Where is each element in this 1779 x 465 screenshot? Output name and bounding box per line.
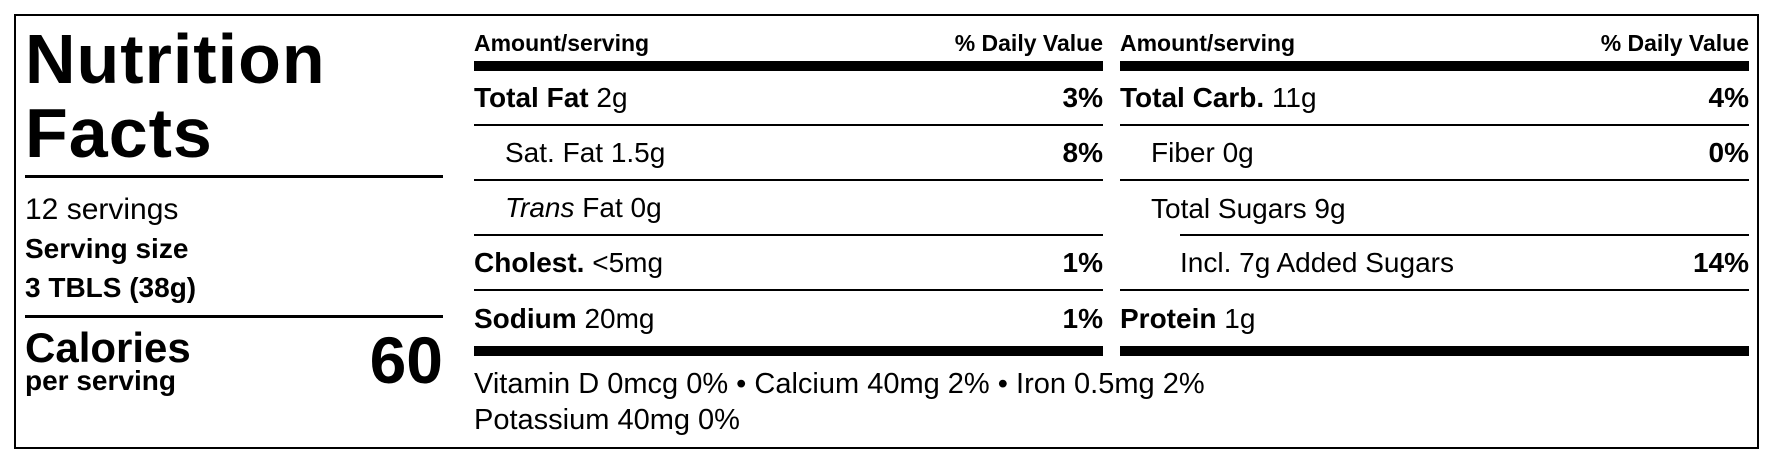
header: % Daily Value <box>1600 30 1749 56</box>
nutrient-name: Total Carb. <box>1120 81 1265 113</box>
daily-value: 14% <box>1692 246 1749 278</box>
daily-value: 3% <box>1062 81 1103 113</box>
micronutrient: Iron 0.5mg 2% <box>1016 368 1205 400</box>
amount: 9g <box>1314 192 1346 224</box>
divider <box>25 175 443 178</box>
serving-size: 3 TBLS (38g) <box>25 272 197 303</box>
thick-rule <box>474 61 1103 71</box>
nutrient-name: Fat <box>582 191 623 223</box>
nutrient-name: Cholest. <box>474 246 585 278</box>
column-header: Amount/serving % Daily Value <box>474 26 1103 61</box>
daily-value: 8% <box>1062 136 1103 168</box>
nutrient-name: Total Fat <box>474 81 589 113</box>
nutrient-row: Trans Fat 0g <box>474 181 1103 236</box>
nutrient-name: Sat. Fat <box>505 136 604 168</box>
header: Amount/serving <box>1120 30 1296 56</box>
thick-rule <box>1120 346 1749 356</box>
calories-value: 60 <box>369 323 443 397</box>
nutrient-row: Cholest. <5mg 1% <box>474 236 1103 291</box>
thick-rule <box>1120 61 1749 71</box>
nutrient-text: Incl. 7g Added Sugars <box>1180 246 1454 278</box>
amount: <5mg <box>592 246 664 278</box>
nutrient-row: Sat. Fat 1.5g 8% <box>474 126 1103 181</box>
nutrient-row: Total Carb. 11g 4% <box>1120 71 1749 126</box>
amount: 0g <box>630 191 662 223</box>
nutrient-name: Protein <box>1120 302 1217 334</box>
daily-value: 4% <box>1708 81 1749 113</box>
serving-size-label: Serving size <box>25 233 189 264</box>
column-header: Amount/serving % Daily Value <box>1120 26 1749 61</box>
calories-sublabel: per serving <box>25 365 176 396</box>
micronutrient: Potassium 40mg 0% <box>474 404 740 436</box>
footer: Vitamin D 0mcg 0% • Calcium 40mg 2% • Ir… <box>474 368 1205 436</box>
nutrient-column: Amount/serving % Daily Value Total Fat 2… <box>474 26 1103 356</box>
nutrient-name: Fiber <box>1151 136 1215 168</box>
header: Amount/serving <box>474 30 650 56</box>
nutrient-name: Sodium <box>474 302 577 334</box>
daily-value: 1% <box>1062 246 1103 278</box>
divider <box>25 315 443 318</box>
label-frame <box>14 14 1759 449</box>
amount: 1g <box>1224 302 1256 334</box>
nutrient-column: Amount/serving % Daily Value Total Carb.… <box>1120 26 1749 356</box>
nutrient-row: Incl. 7g Added Sugars 14% <box>1120 236 1749 291</box>
title: Nutrition Facts <box>25 20 326 172</box>
nutrient-row: Protein 1g <box>1120 291 1749 346</box>
nutrient-row: Fiber 0g 0% <box>1120 126 1749 181</box>
amount: 2g <box>596 81 628 113</box>
daily-value: 1% <box>1062 302 1103 334</box>
calories-label: Calories <box>25 324 191 371</box>
header: % Daily Value <box>954 30 1103 56</box>
nutrient-row: Total Fat 2g 3% <box>474 71 1103 126</box>
qualifier: Trans <box>505 191 575 223</box>
nutrient-row: Total Sugars 9g <box>1120 181 1749 236</box>
nutrient-row: Sodium 20mg 1% <box>474 291 1103 346</box>
nutrient-name: Total Sugars <box>1151 192 1307 224</box>
daily-value: 0% <box>1708 136 1749 168</box>
thick-rule <box>474 346 1103 356</box>
servings: 12 servings <box>25 193 179 226</box>
amount: 11g <box>1271 81 1317 113</box>
amount: 20mg <box>584 302 655 334</box>
amount: 1.5g <box>610 136 666 168</box>
amount: 0g <box>1222 136 1254 168</box>
micronutrient: Calcium 40mg 2% <box>754 368 990 400</box>
micronutrient: Vitamin D 0mcg 0% <box>474 368 729 400</box>
